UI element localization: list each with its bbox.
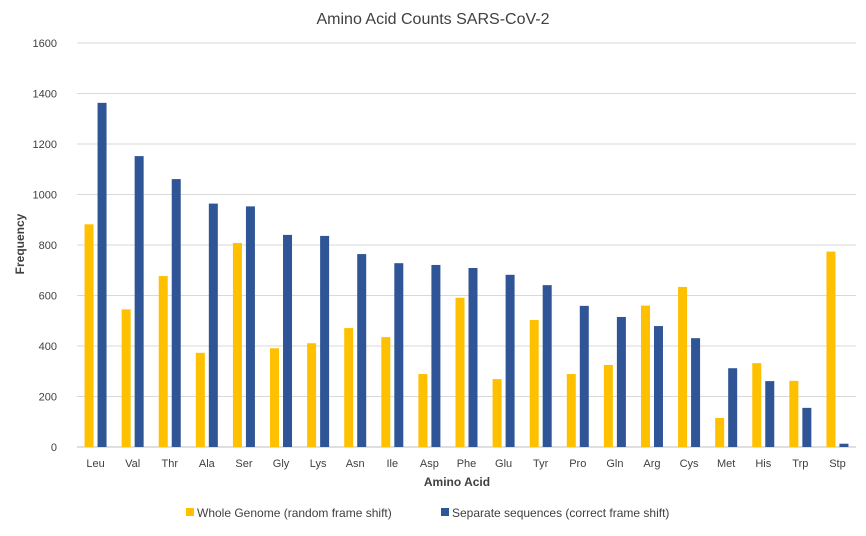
y-tick-label: 200 xyxy=(39,392,57,404)
y-tick-label: 600 xyxy=(39,291,57,303)
x-tick-label: Gln xyxy=(606,458,623,470)
bar-whole-genome-glu xyxy=(492,379,502,447)
bar-separate-sequences-trp xyxy=(802,407,812,447)
gridlines xyxy=(77,42,856,448)
x-tick-label: Cys xyxy=(680,458,699,470)
bar-whole-genome-asn xyxy=(344,328,354,447)
bar-separate-sequences-glu xyxy=(505,274,515,447)
y-tick-label: 1200 xyxy=(33,139,57,151)
bar-whole-genome-trp xyxy=(789,380,799,447)
y-tick-label: 1600 xyxy=(33,38,57,50)
bar-whole-genome-tyr xyxy=(529,319,539,447)
legend: Whole Genome (random frame shift) Separat… xyxy=(186,506,669,520)
bar-separate-sequences-val xyxy=(134,156,144,447)
bar-whole-genome-ser xyxy=(232,242,242,447)
y-tick-label: 0 xyxy=(51,442,57,454)
bar-whole-genome-arg xyxy=(640,305,650,447)
bar-separate-sequences-lys xyxy=(320,235,330,447)
x-tick-label: Met xyxy=(717,458,735,470)
bar-whole-genome-gln xyxy=(603,364,613,447)
bar-whole-genome-gly xyxy=(270,348,280,447)
bar-whole-genome-his xyxy=(752,363,762,447)
bar-whole-genome-val xyxy=(121,309,131,447)
x-tick-label: Asn xyxy=(346,458,365,470)
bar-separate-sequences-met xyxy=(728,368,738,447)
legend-swatch xyxy=(441,508,449,516)
x-axis-title: Amino Acid xyxy=(424,475,490,489)
bar-separate-sequences-ser xyxy=(245,206,255,447)
bar-whole-genome-met xyxy=(715,417,725,447)
bar-separate-sequences-pro xyxy=(579,305,589,447)
bar-whole-genome-stp xyxy=(826,251,836,447)
bar-separate-sequences-ala xyxy=(208,203,218,447)
bar-separate-sequences-arg xyxy=(653,326,663,447)
x-tick-label: Gly xyxy=(273,458,290,470)
y-tick-label: 1400 xyxy=(33,89,57,101)
x-tick-label: Tyr xyxy=(533,458,549,470)
y-tick-label: 800 xyxy=(39,240,57,252)
x-tick-label: Stp xyxy=(829,458,846,470)
bar-whole-genome-ile xyxy=(381,337,391,447)
x-tick-label: Lys xyxy=(310,458,327,470)
legend-label: Separate sequences (correct frame shift) xyxy=(452,506,669,520)
y-tick-label: 1000 xyxy=(33,190,57,202)
y-axis-ticks: 0 200 400 600 800 1000 1200 1400 1600 xyxy=(33,38,57,454)
bar-separate-sequences-asn xyxy=(357,254,367,447)
bar-separate-sequences-stp xyxy=(839,443,849,447)
x-tick-label: Phe xyxy=(457,458,477,470)
x-tick-label: Asp xyxy=(420,458,439,470)
bar-whole-genome-ala xyxy=(195,352,205,447)
bar-whole-genome-asp xyxy=(418,374,428,447)
bar-whole-genome-lys xyxy=(307,343,317,447)
x-tick-label: Ser xyxy=(235,458,252,470)
legend-label: Whole Genome (random frame shift) xyxy=(197,506,392,520)
x-tick-label: Pro xyxy=(569,458,586,470)
x-axis-ticks: Leu Val Thr Ala Ser Gly Lys Asn Ile Asp Phe Glu Tyr P… xyxy=(86,458,845,470)
bar-separate-sequences-tyr xyxy=(542,285,552,447)
bars xyxy=(84,102,849,447)
bar-separate-sequences-gly xyxy=(283,234,293,447)
x-tick-label: Thr xyxy=(161,458,178,470)
x-tick-label: Ile xyxy=(386,458,398,470)
y-tick-label: 400 xyxy=(39,341,57,353)
x-tick-label: Val xyxy=(125,458,140,470)
y-axis-title: Frequency xyxy=(13,213,27,274)
bar-separate-sequences-ile xyxy=(394,263,404,447)
legend-swatch xyxy=(186,508,194,516)
x-tick-label: Trp xyxy=(792,458,808,470)
bar-separate-sequences-leu xyxy=(97,102,107,447)
bar-separate-sequences-phe xyxy=(468,267,478,447)
x-tick-label: Arg xyxy=(643,458,660,470)
bar-separate-sequences-his xyxy=(765,381,775,447)
bar-separate-sequences-thr xyxy=(171,179,181,447)
bar-separate-sequences-cys xyxy=(691,338,701,447)
bar-whole-genome-thr xyxy=(158,276,168,447)
chart-title: Amino Acid Counts SARS-CoV-2 xyxy=(317,11,550,28)
bar-separate-sequences-asp xyxy=(431,264,441,447)
bar-whole-genome-pro xyxy=(566,374,576,447)
x-tick-label: Leu xyxy=(86,458,104,470)
bar-whole-genome-leu xyxy=(84,224,94,447)
bar-separate-sequences-gln xyxy=(616,316,626,447)
x-tick-label: Glu xyxy=(495,458,512,470)
x-tick-label: His xyxy=(755,458,771,470)
bar-whole-genome-phe xyxy=(455,297,465,447)
x-tick-label: Ala xyxy=(199,458,216,470)
bar-whole-genome-cys xyxy=(678,286,688,447)
